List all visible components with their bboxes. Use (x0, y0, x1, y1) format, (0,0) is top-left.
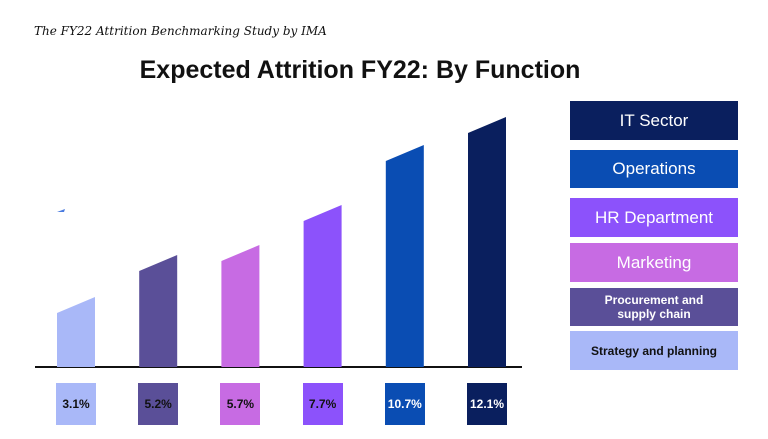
bar (57, 297, 95, 367)
value-label: 5.2% (138, 383, 179, 425)
bar (303, 205, 342, 367)
value-label: 5.7% (220, 383, 261, 425)
legend-entry: Procurement and supply chain (570, 288, 738, 326)
legend-entry: Operations (570, 150, 738, 188)
chart-title: Expected Attrition FY22: By Function (139, 56, 581, 84)
value-label: 3.1% (56, 383, 96, 425)
legend-entry: Marketing (570, 243, 738, 282)
bar (221, 245, 260, 367)
legend-entry: IT Sector (570, 101, 738, 140)
value-label: 10.7% (384, 383, 425, 425)
value-label: 7.7% (302, 383, 343, 425)
bar (468, 117, 506, 367)
bar (385, 145, 424, 367)
value-label: 12.1% (467, 383, 507, 425)
decoration (57, 209, 65, 212)
legend-entry: Strategy and planning (570, 331, 738, 370)
bar (139, 255, 178, 367)
subtitle: The FY22 Attrition Benchmarking Study by… (34, 24, 327, 38)
legend-entry: HR Department (570, 198, 738, 237)
